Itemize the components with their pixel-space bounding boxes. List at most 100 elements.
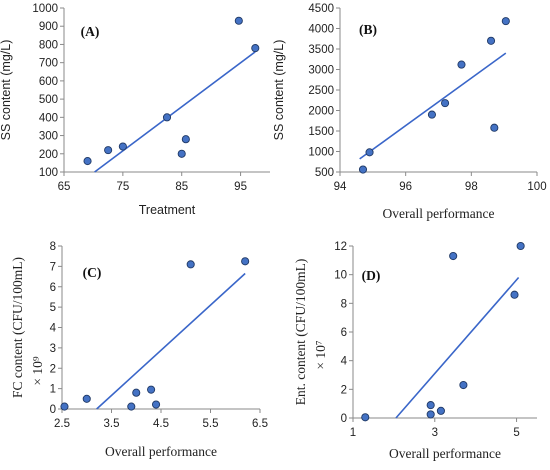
y-axis-label: FC content (CFU/100mL) [10,257,25,398]
y-tick-label: 2500 [308,85,334,97]
x-tick-label: 3.5 [104,418,120,430]
y-tick-label: 5 [50,302,56,314]
y-axis-label: SS content (mg/L) [0,40,13,141]
data-point-b-6 [486,36,496,45]
data-point-b-1 [358,165,368,174]
y-tick-label: 4000 [308,24,334,36]
trendline [359,52,507,160]
data-point-d-3 [426,410,435,419]
y-tick-label: 6 [341,327,347,339]
y-tick-label: 7 [50,261,56,273]
y-tick-label: 900 [39,21,58,33]
y-tick-label: 500 [315,167,334,179]
x-tick-label: 75 [116,181,129,193]
data-point-c-8 [241,257,250,266]
data-point-d-5 [449,251,458,261]
x-tick-label: 96 [399,181,412,193]
x-tick-label: 65 [58,181,71,193]
x-tick-label: 98 [465,181,478,193]
data-point-a-3 [118,142,127,151]
chart-panel-b: 500 1000 1500 2000 2500 3000 3500 4000 4500 94 96 9… [272,3,547,221]
data-point-c-4 [132,388,141,397]
x-tick-label: 95 [234,181,247,193]
data-point-c-5 [147,385,156,394]
y-tick-label: 2 [50,363,56,375]
y-axis-label: Ent. content (CFU/100mL) [293,259,308,406]
data-point-b-3 [427,110,436,119]
y-tick-label: 3 [50,343,56,355]
y-axis-multiplier-label: × 10⁷ [313,340,328,369]
data-point-b-7 [490,123,499,132]
x-tick-label: 3 [432,427,438,439]
y-tick-label: 10 [334,270,347,282]
data-point-d-6 [459,380,468,390]
y-tick-label: 1500 [308,126,334,138]
data-point-d-8 [516,241,525,251]
trendline [395,277,520,419]
y-tick-label: 300 [39,131,58,143]
y-tick-label: 800 [39,39,58,51]
data-point-c-1 [60,402,69,411]
y-tick-label: 2 [341,384,347,396]
chart-panel-a: 100 200 300 400 500 600 700 800 900 1000 65 75 85 95 T… [0,3,270,217]
data-point-a-2 [104,146,113,155]
x-axis-label: Overall performance [389,446,501,461]
y-tick-label: 4 [50,323,57,335]
y-tick-label: 500 [39,94,58,106]
y-tick-label: 8 [50,241,56,253]
y-tick-label: 0 [50,404,56,416]
data-point-d-1 [361,413,370,422]
data-point-c-7 [186,260,195,269]
panel-label: (B) [359,22,377,37]
x-tick-label: 94 [334,181,347,193]
panel-label: (A) [81,24,100,39]
chart-panel-d: 0 2 4 6 8 10 12 1 3 5 Overall performance Ent. cont… [293,241,537,461]
x-axis-label: Overall performance [382,206,494,221]
data-point-a-5 [177,149,186,158]
y-tick-label: 100 [39,167,58,179]
x-axis-label: Overall performance [105,444,217,459]
data-point-b-2 [365,148,374,157]
y-tick-label: 1000 [308,147,334,159]
x-tick-label: 100 [527,181,546,193]
x-tick-label: 5.5 [203,418,219,430]
y-tick-label: 1000 [32,3,58,15]
x-tick-label: 1 [350,427,356,439]
trendline [94,51,256,173]
data-point-d-2 [426,401,435,410]
y-tick-label: 700 [39,58,58,70]
x-tick-label: 85 [175,181,188,193]
trendline [96,272,246,410]
y-axis-label: SS content (mg/L) [272,40,286,141]
y-tick-label: 600 [39,76,58,88]
y-tick-label: 4 [341,356,348,368]
y-tick-label: 0 [341,413,347,425]
y-tick-label: 200 [39,149,58,161]
data-point-a-7 [234,16,243,25]
y-tick-label: 8 [341,298,347,310]
data-point-c-3 [127,402,136,411]
data-point-b-8 [501,17,510,26]
x-tick-label: 2.5 [54,418,70,430]
y-tick-label: 12 [334,241,347,253]
data-point-c-2 [82,394,91,403]
data-point-a-6 [181,135,190,144]
x-tick-label: 5 [513,427,519,439]
y-tick-label: 3000 [308,65,334,77]
y-tick-label: 4500 [308,3,334,15]
chart-panel-c: 0 1 2 3 4 5 6 7 8 2.5 3.5 4.5 5.5 6.5 Overall performa… [10,241,268,459]
data-point-a-8 [251,44,260,53]
x-tick-label: 6.5 [252,418,268,430]
data-point-b-4 [441,99,450,108]
data-point-a-1 [83,157,92,166]
x-axis-label: Treatment [139,203,196,217]
data-point-a-4 [162,113,172,122]
y-tick-label: 400 [39,112,58,124]
x-tick-label: 4.5 [153,418,169,430]
y-tick-label: 6 [50,282,56,294]
data-point-b-5 [457,60,466,69]
y-tick-label: 3500 [308,44,334,56]
data-point-d-4 [436,406,445,415]
panel-label: (D) [362,268,381,283]
y-tick-label: 2000 [308,106,334,118]
